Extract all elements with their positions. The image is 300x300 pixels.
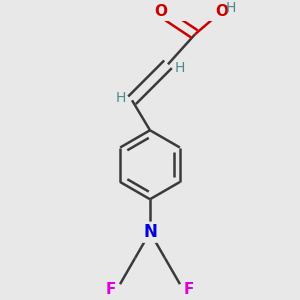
Text: F: F: [106, 282, 116, 297]
Text: O: O: [215, 4, 228, 19]
Text: N: N: [143, 223, 157, 241]
Text: H: H: [116, 91, 126, 105]
Text: H: H: [174, 61, 184, 75]
Text: F: F: [184, 282, 194, 297]
Text: H: H: [225, 1, 236, 15]
Text: O: O: [154, 4, 167, 19]
